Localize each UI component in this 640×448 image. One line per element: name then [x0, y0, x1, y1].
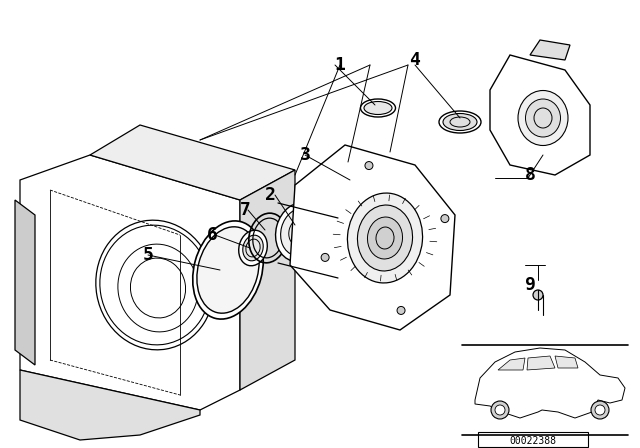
- Ellipse shape: [525, 99, 561, 137]
- Text: 6: 6: [207, 226, 218, 244]
- Circle shape: [491, 401, 509, 419]
- Polygon shape: [498, 358, 525, 370]
- Circle shape: [397, 306, 405, 314]
- Circle shape: [321, 254, 329, 262]
- Ellipse shape: [243, 235, 263, 261]
- Text: 4: 4: [410, 51, 420, 69]
- Polygon shape: [15, 200, 35, 365]
- Circle shape: [441, 215, 449, 223]
- Polygon shape: [555, 356, 578, 368]
- Polygon shape: [90, 125, 295, 200]
- Ellipse shape: [96, 220, 214, 350]
- Polygon shape: [20, 370, 200, 440]
- Ellipse shape: [367, 217, 403, 259]
- Ellipse shape: [316, 218, 364, 278]
- Circle shape: [533, 290, 543, 300]
- Polygon shape: [527, 356, 555, 370]
- Bar: [478, 432, 588, 447]
- Text: 7: 7: [239, 201, 250, 219]
- Circle shape: [595, 405, 605, 415]
- Text: 8: 8: [525, 166, 536, 184]
- Ellipse shape: [239, 230, 268, 266]
- Ellipse shape: [197, 227, 259, 313]
- Ellipse shape: [439, 111, 481, 133]
- Circle shape: [495, 405, 505, 415]
- Text: 2: 2: [264, 186, 275, 204]
- Ellipse shape: [364, 102, 392, 115]
- Polygon shape: [475, 348, 625, 418]
- Circle shape: [365, 162, 373, 169]
- Ellipse shape: [358, 205, 413, 271]
- Ellipse shape: [276, 202, 324, 262]
- Polygon shape: [240, 170, 295, 390]
- Text: 1: 1: [335, 56, 346, 74]
- Ellipse shape: [443, 113, 477, 130]
- Polygon shape: [20, 155, 240, 410]
- Ellipse shape: [360, 99, 396, 117]
- Text: 5: 5: [143, 246, 154, 264]
- Ellipse shape: [321, 224, 360, 271]
- Polygon shape: [490, 55, 590, 175]
- Text: 9: 9: [525, 276, 536, 294]
- Text: 3: 3: [300, 146, 310, 164]
- Ellipse shape: [518, 90, 568, 146]
- Text: 00022388: 00022388: [509, 436, 557, 446]
- Circle shape: [591, 401, 609, 419]
- Ellipse shape: [348, 193, 422, 283]
- Polygon shape: [530, 40, 570, 60]
- Ellipse shape: [193, 221, 263, 319]
- Ellipse shape: [280, 208, 319, 256]
- Polygon shape: [290, 145, 455, 330]
